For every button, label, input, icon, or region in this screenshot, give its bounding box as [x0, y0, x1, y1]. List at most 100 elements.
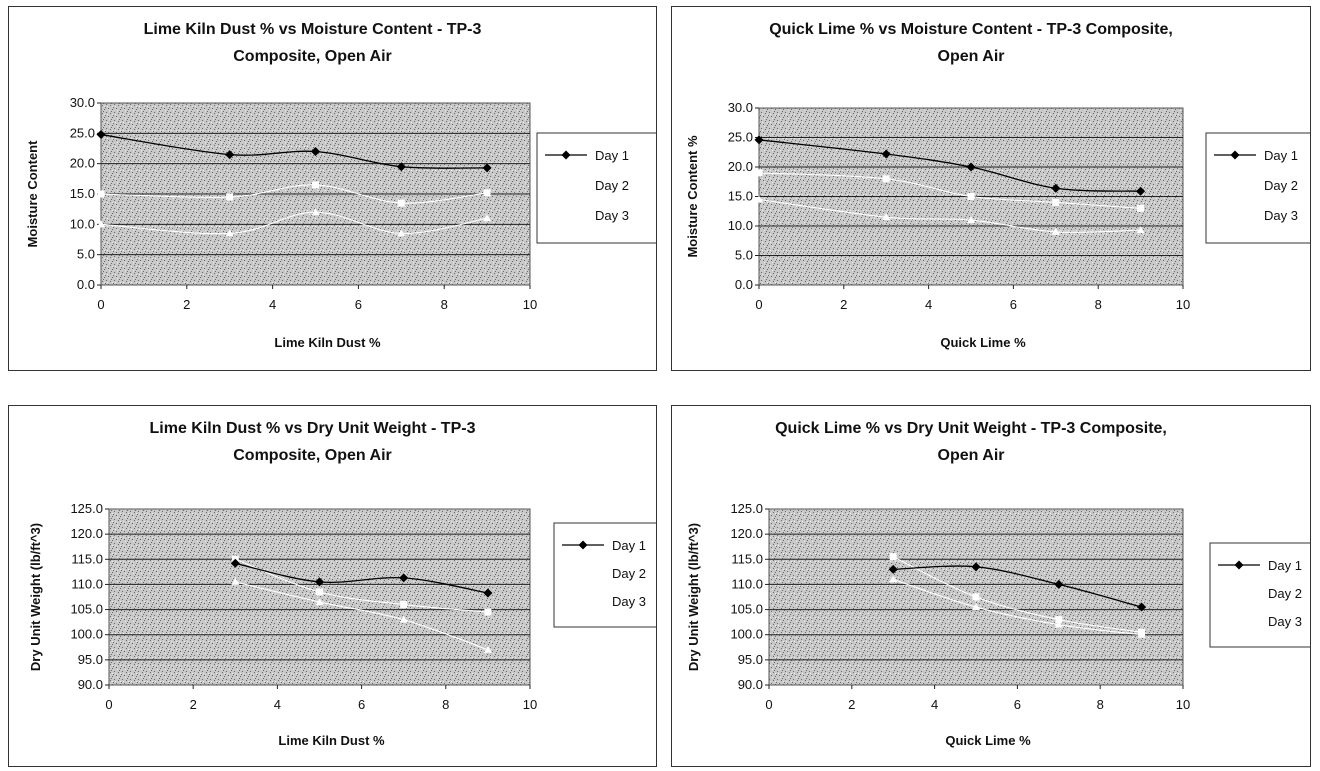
x-tick-label: 6	[358, 697, 365, 712]
y-tick-label: 105.0	[70, 602, 103, 617]
data-point-day-1	[483, 588, 493, 598]
data-point-day-2	[312, 181, 319, 189]
x-tick-label: 2	[183, 297, 190, 312]
x-tick-label: 10	[1176, 697, 1190, 712]
data-point-day-2	[972, 593, 980, 601]
data-point-day-3	[882, 213, 891, 221]
y-tick-label: 5.0	[735, 248, 753, 263]
y-axis-label: Dry Unit Weight (lb/ft^3)	[28, 523, 43, 671]
y-tick-label: 30.0	[728, 100, 753, 115]
legend-label-3: Day 3	[1264, 208, 1298, 223]
data-point-day-3	[483, 214, 492, 222]
series-line-3	[893, 578, 1142, 636]
legend-box	[1205, 132, 1310, 244]
y-tick-label: 110.0	[731, 576, 763, 591]
x-tick-label: 10	[523, 297, 537, 312]
x-tick-label: 6	[355, 297, 362, 312]
series-line-1	[235, 562, 489, 594]
legend-label-1: Day 1	[595, 148, 629, 163]
y-axis-label: Moisture Content %	[685, 135, 700, 257]
y-tick-label: 115.0	[731, 551, 763, 566]
y-tick-label: 0.0	[735, 277, 753, 292]
legend-label-1: Day 1	[1268, 558, 1302, 573]
data-point-day-2	[226, 193, 234, 201]
y-tick-label: 10.0	[728, 218, 753, 233]
legend-label-2: Day 2	[1268, 586, 1302, 601]
data-point-day-2	[483, 189, 491, 197]
y-tick-label: 120.0	[730, 526, 763, 541]
data-point-day-1	[1136, 186, 1146, 196]
data-point-day-3	[967, 216, 975, 224]
data-point-day-2	[484, 608, 492, 616]
data-point-day-1	[966, 162, 976, 172]
x-tick-label: 8	[1097, 697, 1104, 712]
series-line-2	[235, 558, 488, 613]
x-tick-label: 8	[441, 297, 448, 312]
data-point-day-2	[1052, 198, 1060, 206]
data-point-day-2	[1055, 616, 1063, 624]
data-point-day-1	[315, 577, 324, 587]
chart-title-line: Quick Lime % vs Moisture Content - TP-3 …	[769, 21, 1173, 38]
legend-box	[536, 132, 656, 244]
data-point-day-2	[967, 193, 975, 200]
y-tick-label: 20.0	[70, 156, 95, 171]
chart-title-line: Lime Kiln Dust % vs Dry Unit Weight - TP…	[150, 420, 476, 437]
x-tick-label: 0	[765, 697, 772, 712]
chart-panel-3: Lime Kiln Dust % vs Dry Unit Weight - TP…	[8, 405, 657, 767]
y-tick-label: 30.0	[70, 95, 95, 110]
y-tick-label: 0.0	[77, 277, 95, 292]
chart-panel-4: Quick Lime % vs Dry Unit Weight - TP-3 C…	[671, 405, 1311, 767]
legend-label-2: Day 2	[595, 178, 629, 193]
data-point-day-1	[482, 163, 492, 173]
legend-label-3: Day 3	[595, 208, 629, 223]
y-axis-label: Moisture Content	[25, 140, 40, 248]
x-axis-label: Quick Lime %	[940, 335, 1026, 350]
y-tick-label: 95.0	[738, 652, 763, 667]
data-point-day-3	[972, 603, 980, 611]
y-tick-label: 5.0	[77, 247, 95, 262]
x-axis-label: Quick Lime %	[945, 733, 1031, 748]
y-tick-label: 20.0	[728, 159, 753, 174]
y-tick-label: 110.0	[71, 576, 103, 591]
x-tick-label: 4	[931, 697, 938, 712]
data-point-day-1	[971, 562, 981, 572]
chart-1-svg: Lime Kiln Dust % vs Moisture Content - T…	[25, 21, 656, 350]
y-axis-label: Dry Unit Weight (lb/ft^3)	[686, 523, 701, 671]
y-tick-label: 15.0	[728, 189, 753, 204]
x-tick-label: 2	[840, 297, 847, 312]
y-tick-label: 15.0	[70, 186, 95, 201]
legend-box	[553, 522, 656, 628]
data-point-day-3	[399, 615, 408, 623]
series-line-1	[893, 565, 1142, 608]
data-point-day-2	[755, 169, 763, 177]
legend-label-3: Day 3	[1268, 614, 1302, 629]
chart-title-line: Composite, Open Air	[233, 48, 392, 65]
plot-area	[108, 508, 531, 686]
x-tick-label: 6	[1010, 297, 1017, 312]
data-point-day-1	[225, 150, 235, 160]
series-line-2	[892, 556, 1142, 633]
legend-label-1: Day 1	[1264, 148, 1298, 163]
data-point-day-2	[400, 601, 408, 609]
data-point-day-3	[231, 577, 240, 585]
x-axis-label: Lime Kiln Dust %	[274, 335, 381, 350]
data-point-day-2	[1137, 204, 1145, 212]
legend-label-2: Day 2	[612, 566, 646, 581]
y-tick-label: 120.0	[70, 526, 103, 541]
data-point-day-3	[97, 220, 105, 228]
data-point-day-1	[1054, 579, 1064, 589]
data-point-day-1	[96, 130, 106, 140]
x-tick-label: 4	[274, 697, 281, 712]
y-tick-label: 90.0	[738, 677, 763, 692]
legend-label-2: Day 2	[1264, 178, 1298, 193]
legend-label-3: Day 3	[612, 594, 646, 609]
chart-title-line: Composite, Open Air	[233, 447, 392, 464]
x-tick-label: 4	[269, 297, 276, 312]
data-point-day-3	[755, 195, 763, 203]
data-point-day-2	[1138, 628, 1146, 636]
data-point-day-1	[1137, 602, 1147, 612]
data-point-day-1	[888, 564, 898, 574]
y-tick-label: 25.0	[728, 130, 753, 145]
data-point-day-2	[882, 175, 890, 183]
legend-marker-1	[1230, 150, 1240, 160]
